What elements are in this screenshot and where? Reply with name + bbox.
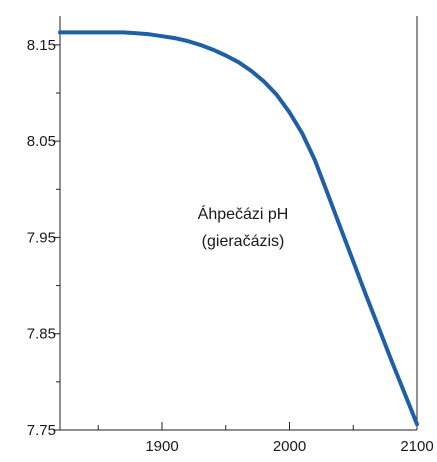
tick-labels: 7.75 7.85 7.95 8.05 8.15 1900 2000 2100 (27, 37, 434, 455)
y-tick-label: 7.85 (27, 326, 56, 343)
y-tick-label: 7.75 (27, 422, 56, 439)
annotation-line-1: Áhpečázi pH (198, 204, 289, 223)
ticks (53, 44, 418, 431)
axes (59, 16, 418, 431)
ph-line (58, 30, 419, 427)
y-tick-label: 7.95 (27, 229, 56, 246)
x-tick-label: 1900 (145, 438, 178, 455)
x-tick-label: 2100 (400, 438, 433, 455)
x-tick-label: 2000 (273, 438, 306, 455)
y-tick-label: 8.05 (27, 133, 56, 150)
annotation-line-2: (gieračázis) (202, 233, 285, 250)
y-tick-label: 8.15 (27, 37, 56, 54)
series-group (58, 30, 419, 427)
